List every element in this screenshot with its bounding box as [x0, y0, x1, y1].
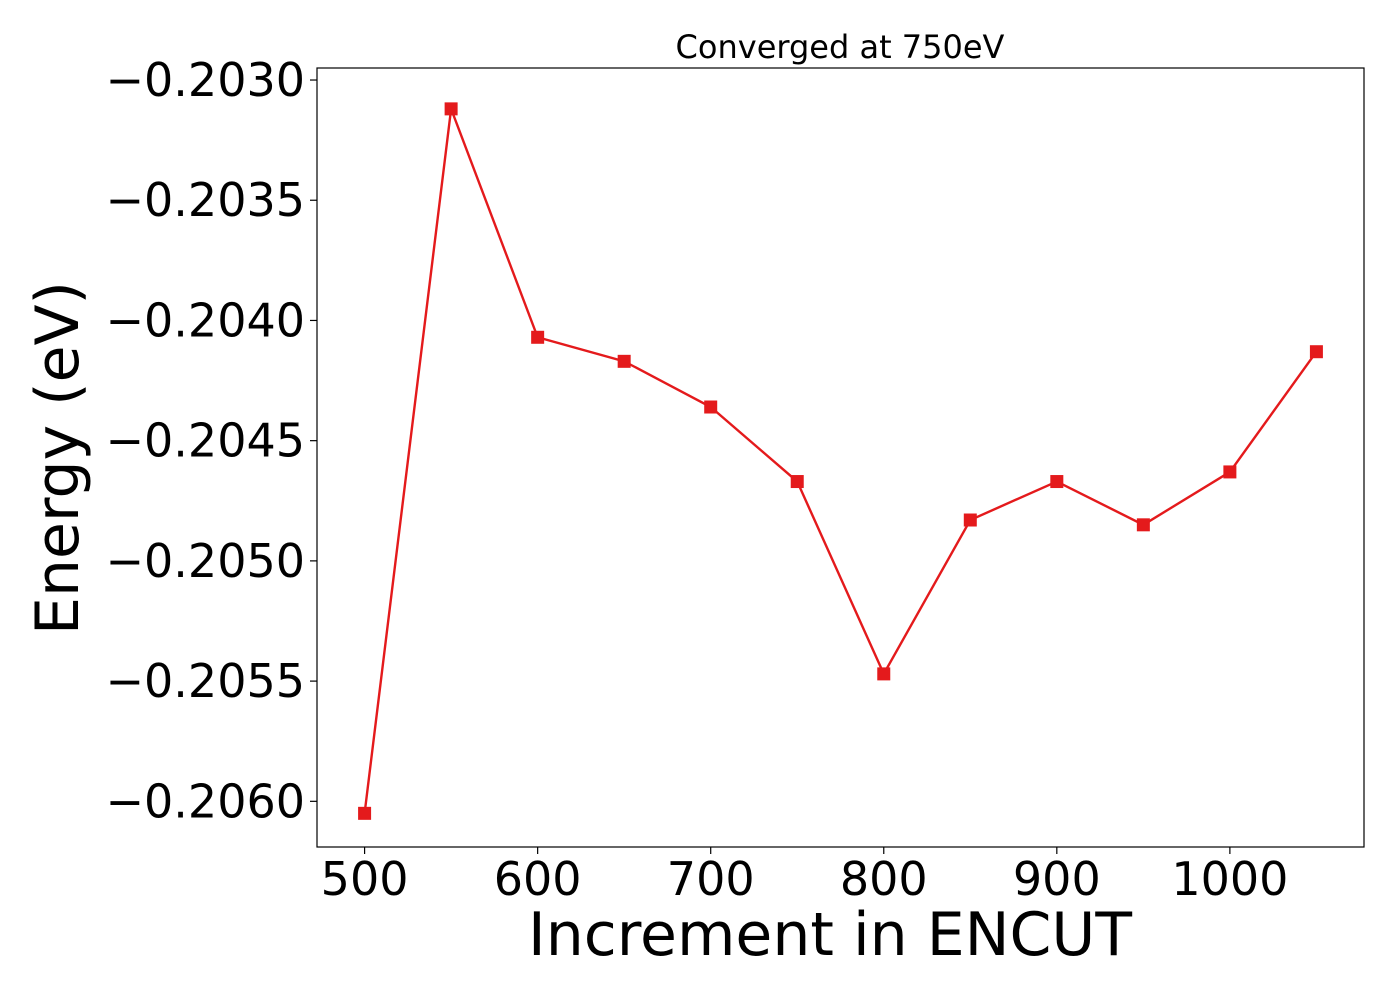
- x-tick-label: 700: [667, 852, 755, 906]
- data-point: [1223, 465, 1237, 479]
- x-axis: 500 600 700 800 900 1000: [321, 847, 1288, 906]
- y-axis-label: Energy (eV): [23, 281, 93, 635]
- series-layer: [358, 102, 1323, 820]
- plot-frame: [316, 67, 1365, 848]
- data-point: [617, 354, 631, 368]
- data-point: [963, 513, 977, 527]
- y-tick-label: −0.2045: [106, 414, 306, 468]
- data-point: [1050, 475, 1064, 489]
- data-point: [444, 102, 458, 116]
- x-tick-label: 1000: [1171, 852, 1288, 906]
- x-axis-label: Increment in ENCUT: [528, 900, 1132, 970]
- x-tick-label: 800: [840, 852, 928, 906]
- y-tick-label: −0.2050: [106, 534, 306, 588]
- data-point: [877, 667, 891, 681]
- y-tick-label: −0.2055: [106, 654, 306, 708]
- y-tick-label: −0.2030: [106, 53, 306, 107]
- data-point: [704, 400, 718, 414]
- y-axis: −0.2030 −0.2035 −0.2040 −0.2045 −0.2050 −0.20…: [106, 53, 317, 828]
- x-tick-label: 600: [494, 852, 582, 906]
- x-tick-label: 900: [1013, 852, 1101, 906]
- y-tick-label: −0.2060: [106, 774, 306, 828]
- chart-title: Converged at 750eV: [676, 28, 1005, 66]
- x-tick-label: 500: [321, 852, 409, 906]
- y-tick-label: −0.2035: [106, 173, 306, 227]
- data-point: [531, 330, 545, 344]
- data-point: [1136, 518, 1150, 532]
- series-line: [363, 108, 1318, 814]
- y-tick-label: −0.2040: [106, 293, 306, 347]
- data-point: [790, 475, 804, 489]
- data-point: [358, 806, 372, 820]
- data-point: [1309, 345, 1323, 359]
